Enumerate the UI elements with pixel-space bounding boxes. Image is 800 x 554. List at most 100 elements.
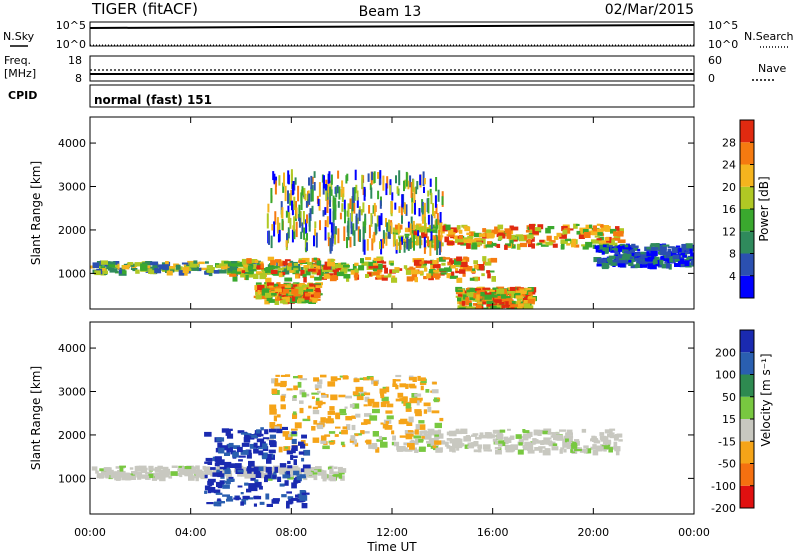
echo-cell: [240, 432, 249, 435]
echo-cell: [256, 445, 260, 449]
echo-cell: [487, 449, 492, 452]
echo-cell: [487, 303, 495, 307]
echo-cell: [465, 257, 470, 262]
echo-cell: [264, 429, 269, 435]
echo-cell: [216, 437, 225, 442]
echo-cell: [253, 273, 259, 279]
echo-cell: [197, 471, 204, 476]
echo-cell: [259, 273, 267, 280]
echo-cell: [125, 475, 131, 481]
echo-cell: [568, 436, 573, 443]
echo-cell: [509, 286, 516, 292]
echo-cell: [299, 407, 304, 414]
echo-cell: [446, 445, 451, 449]
echo-cell: [298, 451, 305, 455]
echo-cell: [519, 235, 527, 242]
echo-cell: [523, 430, 530, 434]
echo-cell: [238, 459, 243, 462]
echo-cell: [300, 443, 306, 449]
echo-cell: [380, 394, 385, 399]
echo-cell: [157, 465, 163, 470]
cpid-panel: [89, 84, 695, 108]
echo-cell: [166, 473, 170, 478]
echo-cell: [512, 239, 518, 242]
echo-cell: [280, 384, 286, 388]
echo-cell: [591, 436, 597, 440]
echo-cell: [467, 445, 475, 449]
echo-cell: [350, 270, 355, 275]
echo-cell: [229, 263, 237, 267]
echo-cell: [469, 239, 477, 244]
echo-cell: [629, 249, 635, 253]
echo-cell: [224, 461, 232, 468]
echo-cell: [674, 262, 681, 267]
echo-cell: [338, 186, 341, 200]
echo-cell: [404, 179, 407, 189]
echo-cell: [287, 212, 290, 224]
echo-cell: [563, 234, 567, 239]
echo-cell: [414, 438, 419, 445]
echo-cell: [598, 247, 606, 250]
echo-cell: [369, 183, 372, 190]
echo-cell: [246, 488, 252, 493]
echo-cell: [305, 201, 308, 208]
echo-cell: [278, 222, 281, 232]
echo-cell: [291, 482, 297, 489]
echo-cell: [629, 256, 633, 259]
echo-cell: [217, 473, 224, 478]
echo-cell: [409, 446, 415, 450]
velocity-echoes: [91, 374, 623, 509]
freq-tick-bottom: 8: [75, 72, 82, 85]
echo-cell: [379, 200, 382, 209]
echo-cell: [363, 419, 371, 425]
echo-cell: [141, 470, 147, 474]
echo-cell: [423, 276, 428, 280]
echo-cell: [592, 244, 597, 249]
echo-cell: [274, 211, 277, 225]
x-tick-label: 04:00: [175, 526, 207, 539]
echo-cell: [376, 260, 384, 264]
echo-cell: [346, 424, 351, 430]
echo-cell: [583, 445, 589, 449]
echo-cell: [265, 292, 272, 298]
echo-cell: [371, 238, 374, 251]
echo-cell: [284, 446, 289, 449]
echo-cell: [427, 260, 433, 264]
echo-cell: [247, 470, 252, 474]
echo-cell: [567, 441, 573, 445]
echo-cell: [414, 429, 419, 435]
echo-cell: [353, 202, 356, 214]
echo-cell: [405, 204, 408, 216]
echo-cell: [324, 269, 330, 276]
echo-cell: [429, 269, 436, 273]
echo-cell: [317, 469, 325, 476]
echo-cell: [456, 277, 463, 283]
echo-cell: [360, 209, 363, 216]
echo-cell: [118, 267, 124, 270]
echo-cell: [458, 234, 463, 240]
echo-cell: [223, 261, 232, 264]
echo-cell: [412, 376, 417, 382]
echo-cell: [620, 243, 625, 247]
echo-cell: [397, 223, 400, 235]
echo-cell: [256, 271, 263, 275]
echo-cell: [368, 266, 373, 269]
echo-cell: [602, 225, 609, 231]
echo-cell: [306, 242, 308, 251]
echo-cell: [293, 459, 297, 465]
echo-cell: [681, 244, 687, 249]
echo-cell: [466, 243, 471, 249]
echo-cell: [518, 303, 524, 307]
echo-cell: [401, 236, 403, 245]
echo-cell: [382, 175, 385, 191]
echo-cell: [487, 258, 492, 264]
echo-cell: [515, 434, 522, 439]
echo-cell: [618, 228, 624, 234]
echo-cell: [411, 271, 418, 278]
echo-cell: [456, 256, 463, 262]
echo-cell: [372, 263, 379, 266]
echo-cell: [326, 199, 329, 213]
echo-cell: [466, 291, 470, 294]
echo-cell: [328, 171, 331, 184]
